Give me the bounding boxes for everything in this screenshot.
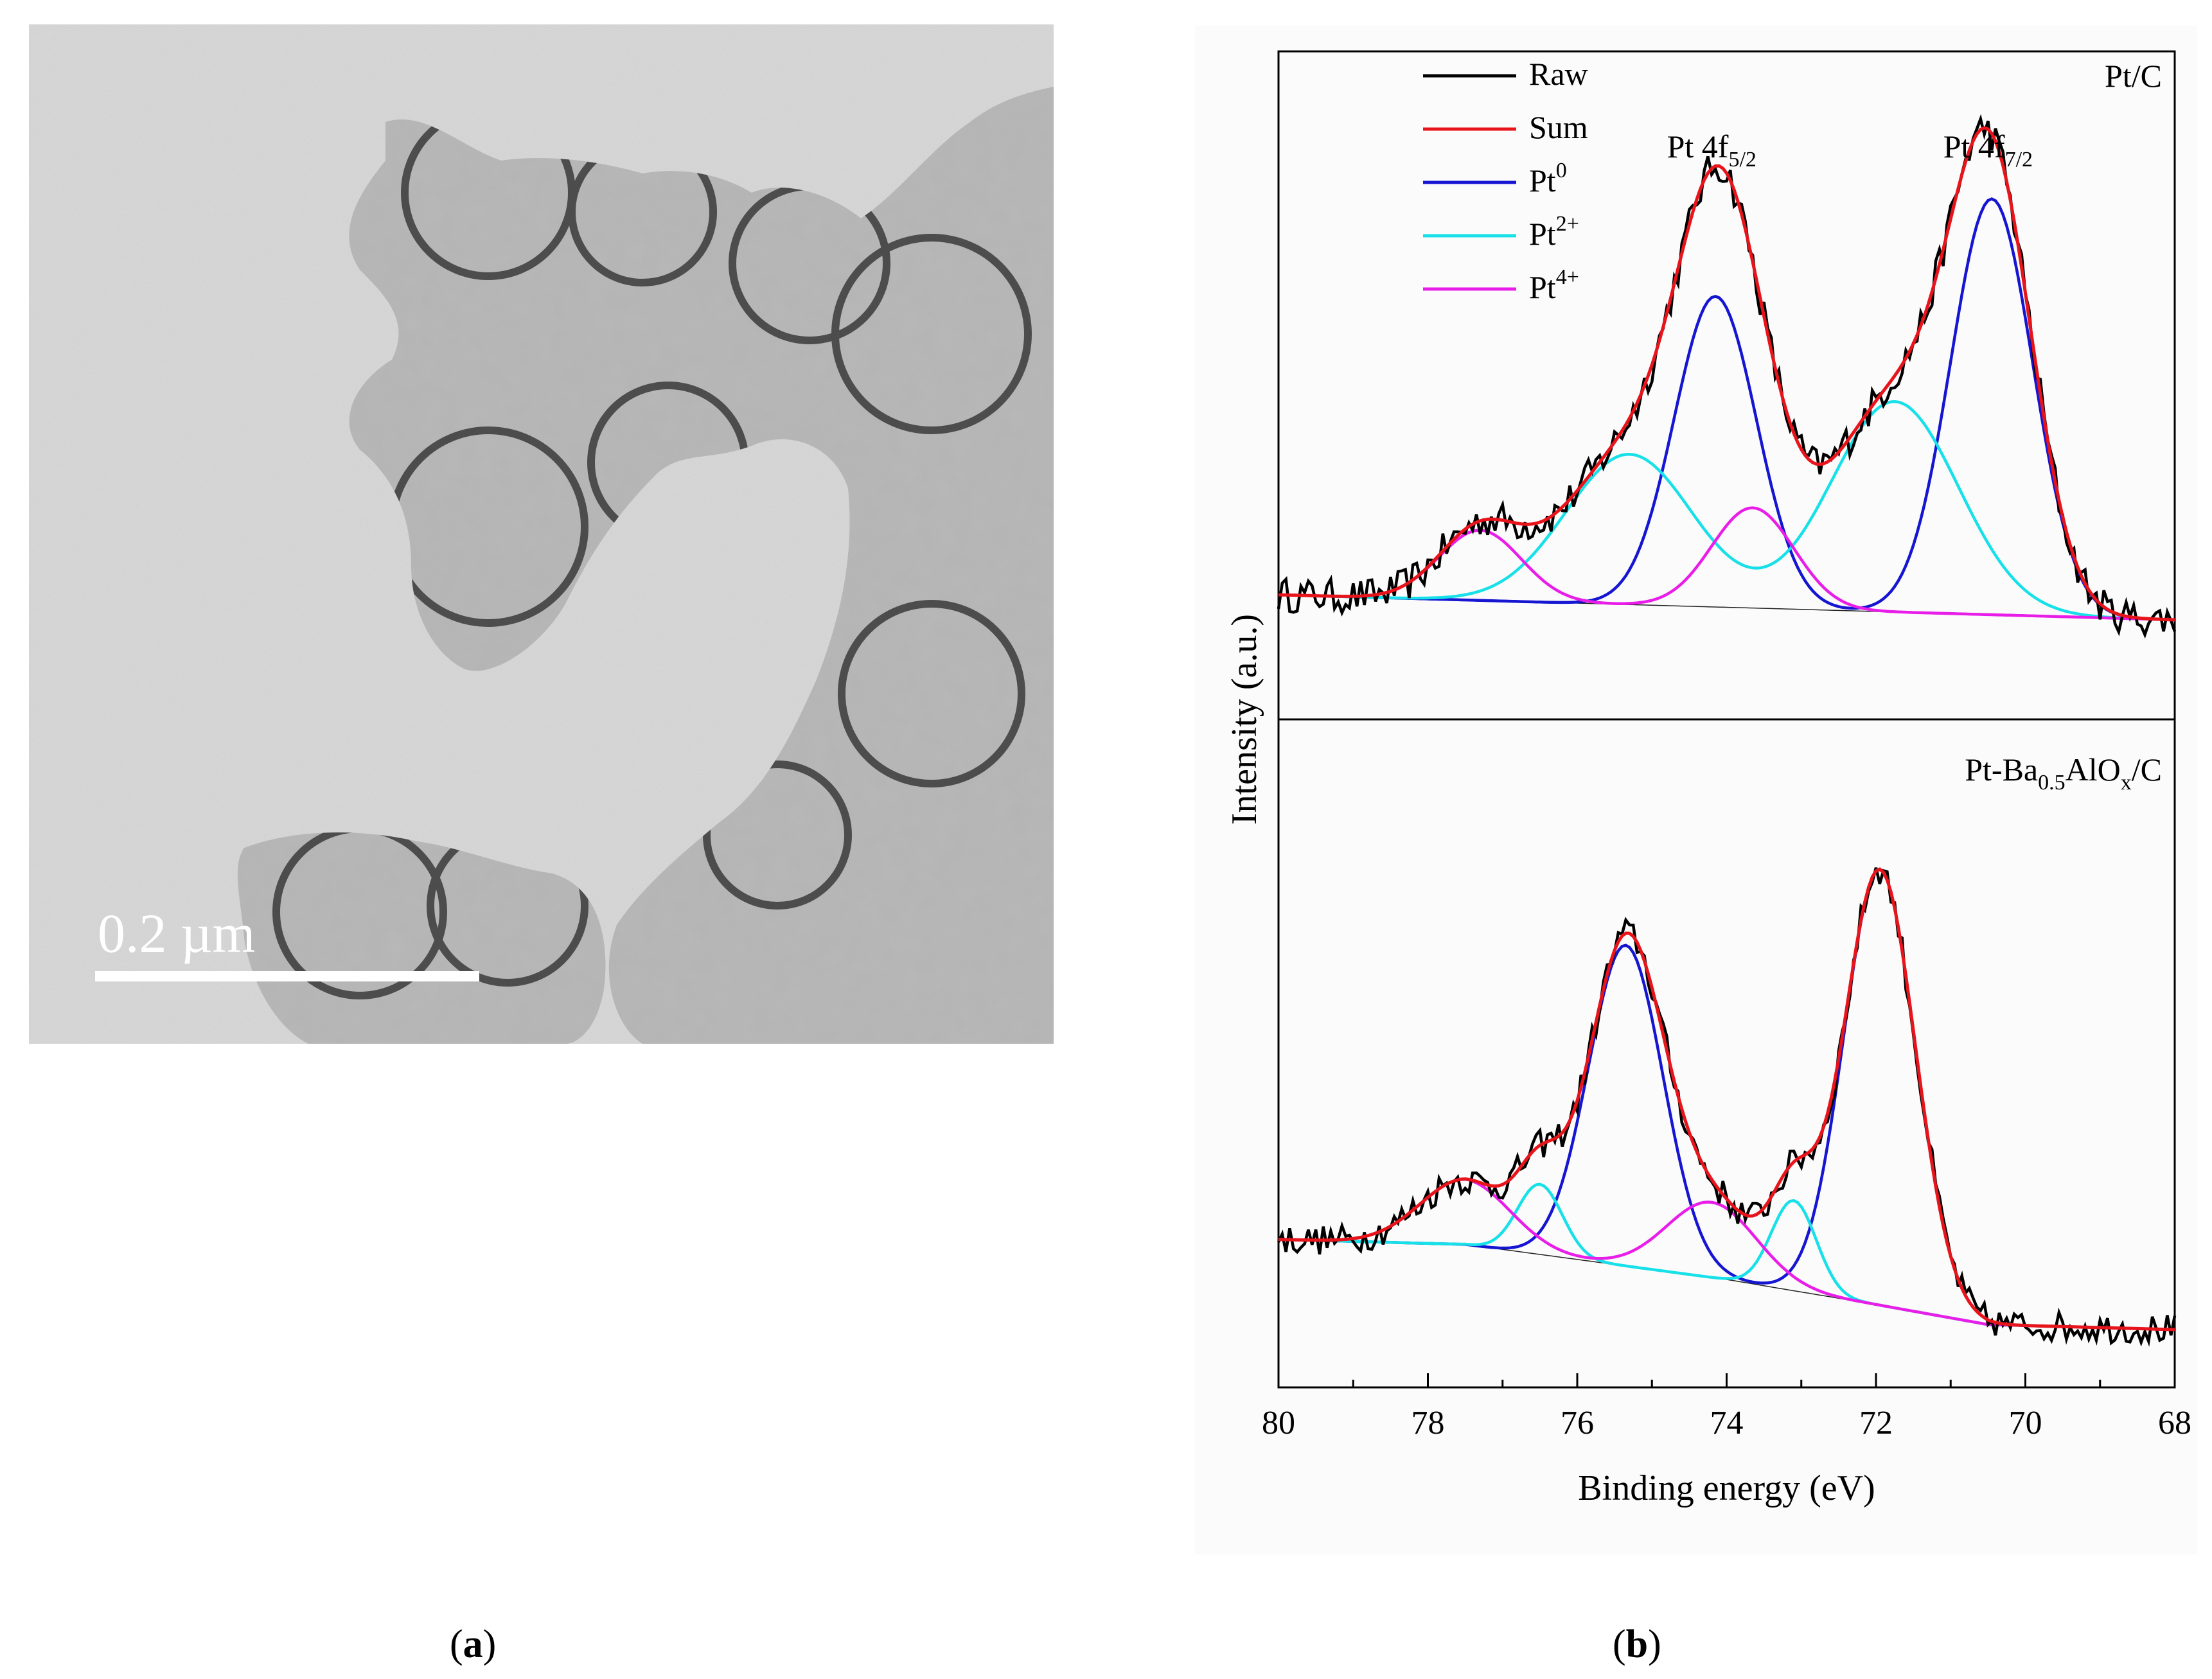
x-tick-label: 76 xyxy=(1561,1405,1594,1441)
plot-area: 80 78 76 74 72 70 68 Binding energy (eV) Intensi… xyxy=(1225,50,2191,1508)
legend-label: Pt4+ xyxy=(1529,265,1579,305)
x-tick-label: 68 xyxy=(2158,1405,2191,1441)
legend-label: Pt0 xyxy=(1529,159,1567,198)
caption-a: (a) xyxy=(450,1622,497,1666)
x-tick-label: 74 xyxy=(1710,1405,1744,1441)
peak-label: Pt 4f5/2 xyxy=(1667,128,1756,171)
chart-background xyxy=(1195,26,2197,1554)
tem-micrograph: 0.2 µm xyxy=(29,24,1054,1044)
x-tick-label: 70 xyxy=(2009,1405,2042,1441)
panel-label: Pt-Ba0.5AlOx/C xyxy=(1965,752,2162,795)
x-tick-label: 72 xyxy=(1859,1405,1893,1441)
x-tick-label: 78 xyxy=(1411,1405,1445,1441)
x-tick-label: 80 xyxy=(1262,1405,1295,1441)
caption-b: (b) xyxy=(1613,1622,1661,1666)
sum-line xyxy=(1278,867,2175,1332)
legend-label: Pt2+ xyxy=(1529,212,1579,252)
panel-label: Pt/C xyxy=(2105,58,2162,94)
y-axis-label: Intensity (a.u.) xyxy=(1225,614,1264,825)
legend-label: Raw xyxy=(1529,56,1588,92)
legend-label: Sum xyxy=(1529,109,1588,145)
scale-bar-label: 0.2 µm xyxy=(98,902,255,964)
component-pt2plus-line xyxy=(1278,400,2175,622)
x-axis-label: Binding energy (eV) xyxy=(1578,1468,1875,1508)
xps-chart: 80 78 76 74 72 70 68 Binding energy (eV) Intensi… xyxy=(1195,26,2197,1554)
sum-line xyxy=(1278,126,2175,622)
peak-label: Pt 4f7/2 xyxy=(1943,128,2033,171)
scale-bar xyxy=(95,971,479,981)
